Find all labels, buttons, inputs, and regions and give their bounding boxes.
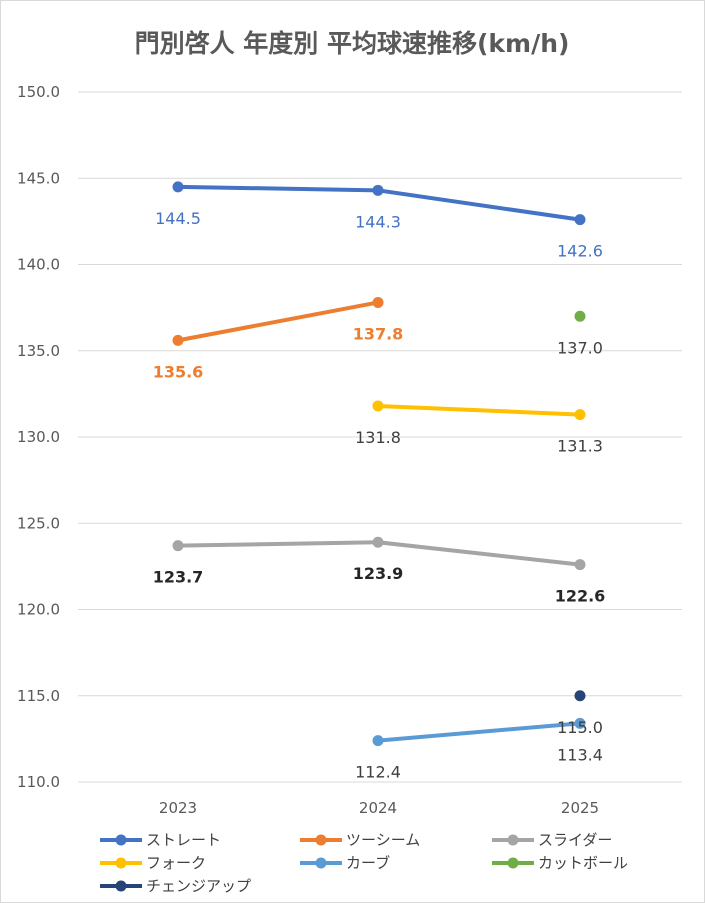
data-label: 144.5: [155, 209, 201, 228]
legend-item: カーブ: [300, 854, 390, 872]
legend-swatch-marker: [115, 880, 127, 892]
legend-swatch-marker: [507, 834, 519, 846]
data-point: [574, 717, 586, 729]
legend-item: スライダー: [492, 831, 612, 849]
data-point: [372, 296, 384, 308]
data-label: 131.8: [355, 428, 401, 447]
series-2: [172, 536, 586, 571]
series-6: [574, 690, 586, 702]
data-label: 113.4: [557, 745, 603, 764]
chart-title: 門別啓人 年度別 平均球速推移(km/h): [135, 29, 570, 58]
legend-swatch-marker: [507, 857, 519, 869]
legend-item: フォーク: [100, 854, 206, 872]
series-line-segment: [376, 721, 582, 743]
y-tick-label: 110.0: [17, 773, 60, 791]
data-point: [574, 310, 586, 322]
x-axis-ticks: 2023 2024 2025: [159, 799, 599, 817]
series-line-segment: [376, 188, 582, 222]
legend-swatch-marker: [315, 857, 327, 869]
data-label: 137.0: [557, 338, 603, 357]
legend-swatch-marker: [115, 857, 127, 869]
legend-label: ツーシーム: [346, 831, 420, 849]
x-tick-label: 2024: [359, 799, 397, 817]
legend-item: ツーシーム: [300, 831, 420, 849]
series-5: [574, 310, 586, 322]
series-0: [172, 181, 586, 226]
data-label: 144.3: [355, 212, 401, 231]
y-tick-label: 140.0: [17, 256, 60, 274]
data-label: 142.6: [557, 242, 603, 261]
y-axis-ticks: 110.0 115.0 120.0 125.0 130.0 135.0 140.0 145.0…: [17, 83, 60, 791]
legend-item: ストレート: [100, 831, 221, 849]
series-line-segment: [376, 403, 582, 417]
legend-label: チェンジアップ: [146, 877, 251, 895]
series-lines: [172, 181, 586, 747]
data-label: 112.4: [355, 763, 401, 782]
legend-item: カットボール: [492, 854, 628, 872]
data-label: 135.6: [153, 362, 204, 381]
x-tick-label: 2023: [159, 799, 197, 817]
series-1: [172, 296, 384, 346]
data-point: [372, 735, 384, 747]
data-point: [574, 214, 586, 226]
series-3: [372, 400, 586, 421]
data-label: 137.8: [353, 324, 404, 343]
data-point: [372, 400, 384, 412]
data-label: 123.9: [353, 564, 404, 583]
legend-label: カーブ: [346, 854, 390, 872]
data-labels: 144.5 144.3 142.6 135.6 137.8 123.7 123.9 122.6…: [153, 209, 606, 782]
y-tick-label: 120.0: [17, 601, 60, 619]
data-point: [372, 536, 384, 548]
data-label: 122.6: [555, 587, 606, 606]
y-tick-label: 130.0: [17, 428, 60, 446]
data-point: [574, 690, 586, 702]
series-4: [372, 717, 586, 747]
data-point: [172, 181, 184, 193]
legend-label: ストレート: [146, 831, 221, 849]
legend-swatch-marker: [115, 834, 127, 846]
legend-label: フォーク: [146, 854, 206, 872]
series-line-segment: [176, 184, 380, 193]
y-tick-label: 135.0: [17, 342, 60, 360]
gridlines: [78, 91, 682, 783]
y-tick-label: 145.0: [17, 169, 60, 187]
data-label: 123.7: [153, 568, 204, 587]
data-point: [372, 184, 384, 196]
data-point: [574, 559, 586, 571]
data-label: 115.0: [557, 718, 603, 737]
series-line-segment: [376, 540, 582, 567]
data-point: [172, 334, 184, 346]
series-line-segment: [176, 300, 380, 343]
y-tick-label: 115.0: [17, 687, 60, 705]
y-tick-label: 150.0: [17, 83, 60, 101]
series-line-segment: [176, 540, 380, 548]
data-point: [574, 409, 586, 421]
data-point: [172, 540, 184, 552]
legend-label: カットボール: [538, 854, 628, 872]
x-tick-label: 2025: [561, 799, 599, 817]
legend-item: チェンジアップ: [100, 877, 251, 895]
legend-swatch-marker: [315, 834, 327, 846]
data-label: 131.3: [557, 437, 603, 456]
y-tick-label: 125.0: [17, 514, 60, 532]
legend-label: スライダー: [538, 831, 612, 849]
